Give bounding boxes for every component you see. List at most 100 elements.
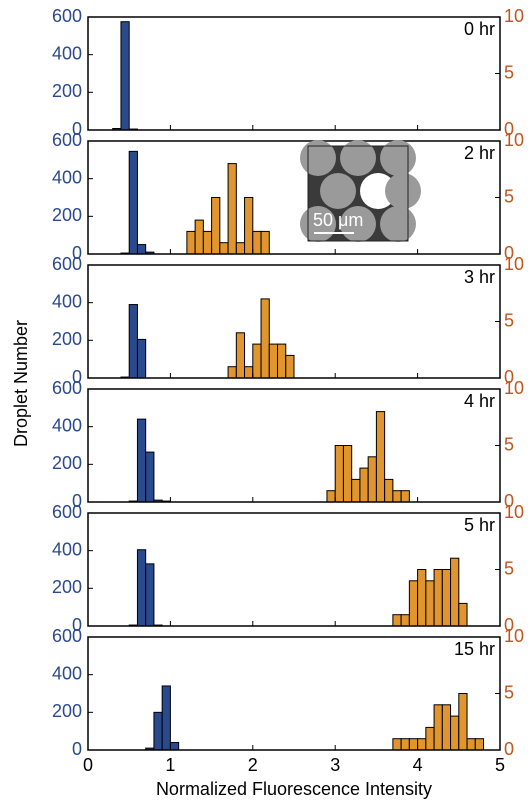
y-tick-label: 0: [72, 119, 82, 139]
x-tick-label: 1: [165, 755, 175, 775]
panel-label: 4 hr: [464, 391, 495, 411]
histogram-bar: [425, 580, 435, 627]
y2-tick-label: 0: [504, 491, 514, 511]
histogram-bar: [408, 738, 419, 751]
y2-tick-label: 10: [504, 6, 524, 26]
histogram-bar: [161, 685, 171, 751]
x-axis-label: Normalized Fluorescence Intensity: [156, 779, 432, 799]
histogram-bar: [392, 490, 402, 503]
y-tick-label: 400: [52, 43, 82, 63]
x-tick-label: 3: [330, 755, 340, 775]
y2-tick-label: 10: [504, 130, 524, 150]
histogram-bar: [441, 569, 452, 627]
histogram-bar: [285, 354, 295, 379]
y2-tick-label: 0: [504, 367, 514, 387]
y-tick-label: 200: [52, 205, 82, 225]
histogram-bar: [359, 467, 369, 503]
panel-label: 3 hr: [464, 267, 495, 287]
histogram-bar: [384, 478, 394, 503]
histogram-bar: [466, 738, 476, 751]
histogram-bar: [474, 738, 485, 751]
histogram-bar: [342, 445, 353, 503]
y2-tick-label: 0: [504, 615, 514, 635]
histogram-bar: [219, 242, 229, 255]
y-tick-label: 0: [72, 367, 82, 387]
y2-tick-label: 5: [504, 310, 514, 330]
histogram-bar: [458, 693, 468, 751]
y-tick-label: 200: [52, 577, 82, 597]
inset-border: [307, 145, 409, 242]
histogram-bar: [227, 366, 237, 379]
y2-tick-label: 10: [504, 254, 524, 274]
panel-label: 5 hr: [464, 515, 495, 535]
histogram-bar: [425, 726, 435, 751]
y-tick-label: 600: [52, 254, 82, 274]
y-tick-label: 0: [72, 243, 82, 263]
y2-tick-label: 5: [504, 682, 514, 702]
y2-tick-label: 0: [504, 243, 514, 263]
y-tick-label: 400: [52, 663, 82, 683]
histogram-bar: [450, 557, 460, 627]
histogram-bar: [408, 580, 419, 627]
y-tick-label: 600: [52, 502, 82, 522]
histogram-bar: [334, 445, 344, 503]
y-tick-label: 0: [72, 615, 82, 635]
inset-droplet: [360, 173, 396, 209]
histogram-bar: [194, 219, 204, 255]
y-tick-label: 400: [52, 415, 82, 435]
y-tick-label: 600: [52, 626, 82, 646]
y-axis-label: Droplet Number: [11, 320, 31, 447]
y2-tick-label: 0: [504, 119, 514, 139]
y-tick-label: 200: [52, 329, 82, 349]
y-tick-label: 0: [72, 491, 82, 511]
histogram-bar: [136, 338, 147, 379]
y-tick-label: 600: [52, 6, 82, 26]
panel-label: 2 hr: [464, 143, 495, 163]
histogram-bar: [153, 711, 163, 751]
histogram-bar: [433, 569, 443, 627]
plot-frame: [87, 140, 501, 255]
x-tick-label: 4: [413, 755, 423, 775]
y-tick-label: 200: [52, 81, 82, 101]
histogram-bar: [450, 715, 460, 751]
y-tick-label: 400: [52, 291, 82, 311]
histogram-bar: [211, 197, 221, 255]
x-tick-label: 0: [83, 755, 93, 775]
histogram-bar: [244, 366, 254, 379]
histogram-bar: [260, 298, 270, 379]
histogram-bar: [458, 602, 468, 627]
histogram-bar: [400, 490, 410, 503]
histogram-bar: [235, 242, 246, 255]
histogram-bar: [169, 741, 180, 751]
x-tick-label: 5: [495, 755, 505, 775]
inset-droplet: [340, 140, 376, 176]
histogram-bar: [433, 704, 443, 751]
inset-droplet: [300, 140, 336, 176]
x-tick-label: 2: [248, 755, 258, 775]
scale-bar-label: 50 μm: [313, 210, 363, 230]
histogram-bar: [235, 332, 246, 379]
y-tick-label: 400: [52, 539, 82, 559]
y2-tick-label: 5: [504, 558, 514, 578]
y-tick-label: 600: [52, 130, 82, 150]
histogram-bar: [252, 343, 262, 379]
y-tick-label: 0: [72, 739, 82, 759]
histogram-bar: [136, 244, 147, 255]
histogram-bar: [260, 230, 270, 255]
histogram-bar: [120, 21, 130, 131]
histogram-bar: [145, 451, 155, 503]
y2-tick-label: 0: [504, 739, 514, 759]
histogram-bar: [367, 456, 377, 503]
histogram-bar: [326, 490, 336, 503]
y-tick-label: 400: [52, 167, 82, 187]
y2-tick-label: 10: [504, 502, 524, 522]
panel-label: 0 hr: [464, 19, 495, 39]
histogram-bar: [417, 738, 427, 751]
y2-tick-label: 5: [504, 434, 514, 454]
histogram-bar: [128, 150, 138, 255]
histogram-bar: [252, 230, 262, 255]
histogram-bar: [128, 304, 138, 379]
histogram-bar: [392, 738, 402, 751]
histogram-bar: [145, 563, 155, 627]
